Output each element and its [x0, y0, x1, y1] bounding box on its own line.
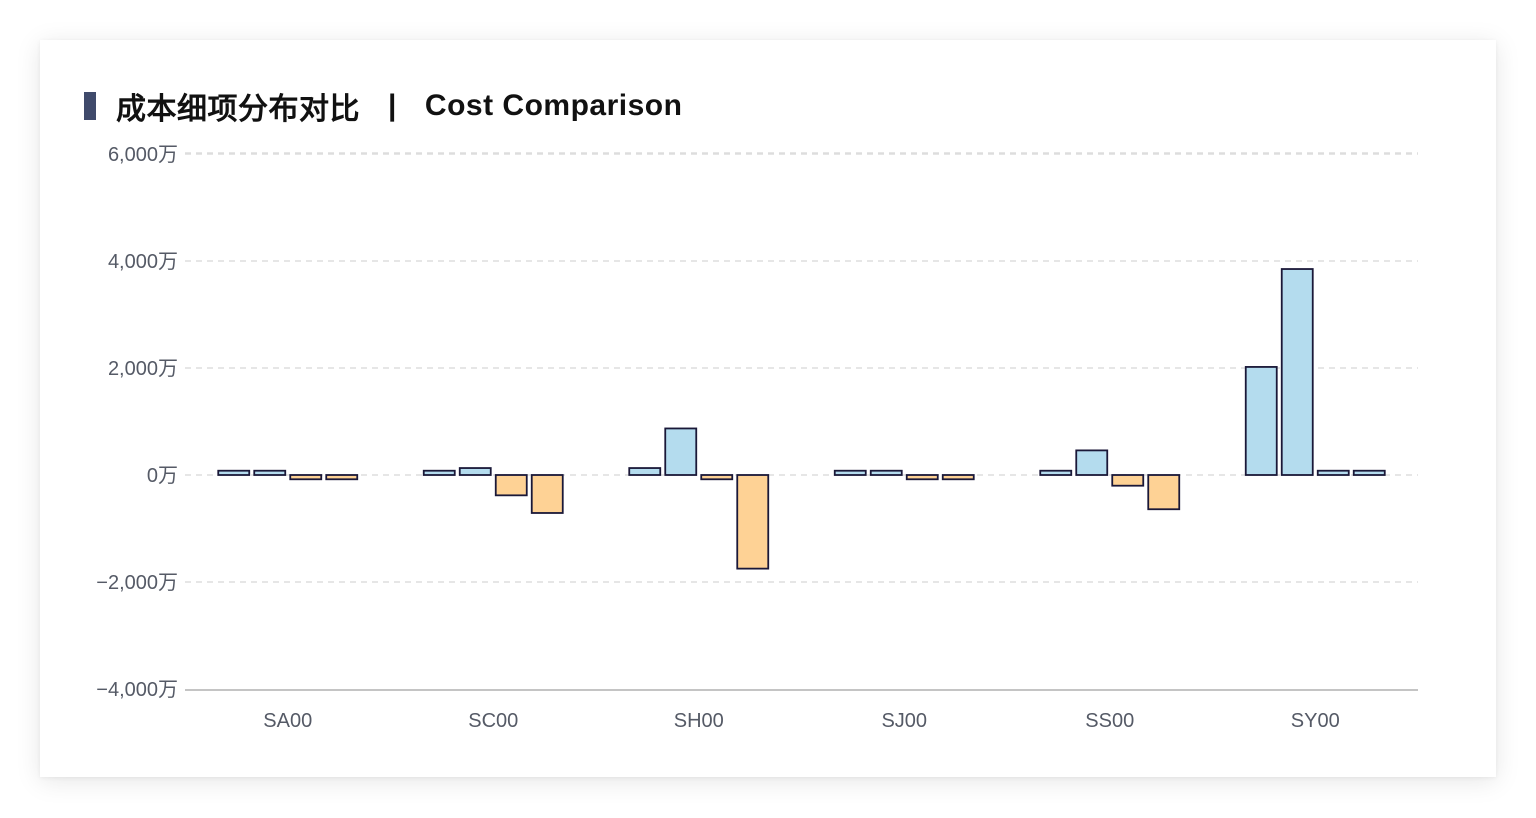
y-tick-label: 2,000万 — [108, 358, 178, 380]
x-tick-label: SY00 — [1291, 710, 1340, 732]
bar-SA00-series-4 — [325, 474, 359, 481]
x-tick-label: SA00 — [263, 710, 312, 732]
y-tick-label: 6,000万 — [108, 144, 178, 166]
y-tick-label: −2,000万 — [96, 572, 178, 594]
x-tick-label: SJ00 — [881, 710, 927, 732]
bar-SS00-series-3 — [1111, 474, 1145, 487]
x-tick-label: SH00 — [674, 710, 724, 732]
title-accent-bar — [84, 92, 96, 120]
y-tick-label: 0万 — [147, 465, 178, 487]
bars-layer — [217, 268, 1386, 570]
bar-SC00-series-4 — [530, 474, 564, 514]
bar-SY00-series-3 — [1316, 469, 1350, 476]
bar-SS00-series-4 — [1147, 474, 1181, 511]
bar-SA00-series-2 — [253, 469, 287, 476]
bar-SJ00-series-1 — [833, 469, 867, 476]
x-tick-label: SC00 — [468, 710, 518, 732]
y-tick-label: −4,000万 — [96, 679, 178, 701]
bar-SA00-series-3 — [289, 474, 323, 481]
bar-SC00-series-2 — [458, 467, 492, 476]
x-tick-label: SS00 — [1085, 710, 1134, 732]
bar-SY00-series-2 — [1280, 268, 1314, 476]
bar-SY00-series-1 — [1244, 366, 1278, 476]
labels-layer: 6,000万 4,000万 2,000万 0万 −2,000万 −4,000万 SA00 SC… — [96, 144, 1339, 732]
bar-SJ00-series-3 — [905, 474, 939, 481]
chart-title-en: Cost Comparison — [424, 89, 683, 122]
bar-SS00-series-1 — [1039, 469, 1073, 476]
bar-SJ00-series-4 — [941, 474, 975, 481]
bar-SA00-series-1 — [217, 469, 251, 476]
bar-SH00-series-3 — [700, 474, 734, 481]
chart-title-row: 成本细项分布对比 | Cost Comparison — [84, 86, 682, 126]
chart-title-cn: 成本细项分布对比 — [116, 93, 360, 126]
bar-SC00-series-1 — [422, 469, 456, 476]
grid-layer — [185, 152, 1418, 583]
bar-SH00-series-4 — [736, 474, 770, 570]
bar-SY00-series-4 — [1352, 469, 1386, 476]
y-tick-label: 4,000万 — [108, 251, 178, 273]
chart-title-separator: | — [388, 89, 397, 122]
bar-SS00-series-2 — [1075, 449, 1109, 476]
bar-SJ00-series-2 — [869, 469, 903, 476]
bar-SH00-series-1 — [628, 467, 662, 476]
bar-SC00-series-3 — [494, 474, 528, 497]
bar-SH00-series-2 — [664, 427, 698, 476]
